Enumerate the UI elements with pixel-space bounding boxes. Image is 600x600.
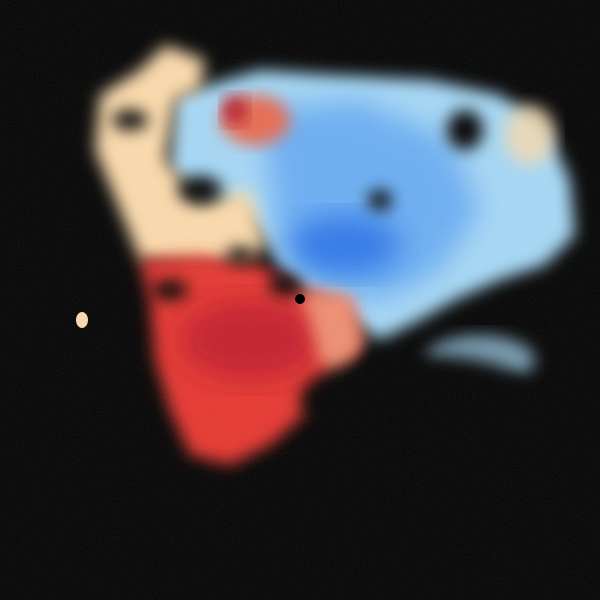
radar-center-marker <box>295 294 305 304</box>
